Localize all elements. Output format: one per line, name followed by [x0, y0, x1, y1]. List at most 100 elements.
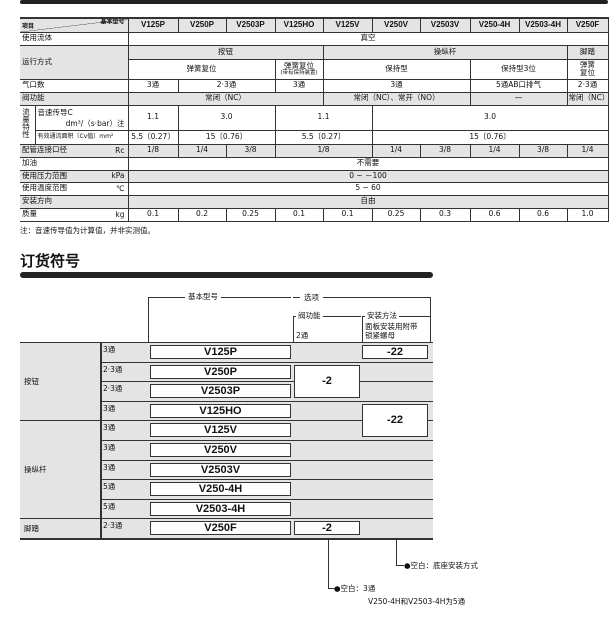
spec-cell: 1/4	[178, 144, 227, 158]
sonic-conductance-label: 音速传导C dm³/（s·bar）注	[35, 105, 129, 131]
spec-cell: 操纵杆	[323, 45, 568, 60]
model-header: V250F	[567, 17, 609, 33]
ports-label: 2·3通	[103, 521, 123, 531]
spec-cell: 0.25	[372, 208, 421, 222]
ports-label: 3通	[103, 462, 116, 472]
spec-cell: 弹簧复位 (带有保持装置)	[275, 59, 324, 80]
spec-row: 使用温度范围 ℃ 5 ~ 60	[20, 182, 609, 196]
model-name: V2503P	[236, 19, 265, 29]
cell-subtext: (带有保持装置)	[280, 70, 318, 77]
spec-cell: 5 ~ 60	[128, 182, 609, 196]
spec-cell: 3/8	[420, 144, 471, 158]
model-name: V250-4H	[478, 19, 511, 29]
cell-text: 操纵杆	[433, 46, 457, 56]
ports-label: 2·3通	[103, 364, 123, 374]
unit-text: kg	[115, 209, 125, 219]
cell-text: 弹簧复位	[284, 60, 315, 70]
cell-text: 1.1	[147, 112, 159, 122]
spec-cell: —	[470, 92, 568, 106]
label-text: 使用温度范围	[22, 183, 67, 193]
spec-cell: 1/8	[128, 144, 179, 158]
spec-cell: 0.1	[128, 208, 179, 222]
callout-line	[328, 588, 335, 589]
model-code-box: V125P	[150, 345, 291, 359]
model-name: V2503-4H	[525, 19, 562, 29]
spec-cell: 常闭（NC）、常开（NO）	[323, 92, 471, 106]
cell-text: 1.0	[581, 209, 594, 219]
cell-text: 1/4	[488, 145, 501, 155]
spec-cell: 0 ~ －100	[128, 170, 609, 183]
spec-cell: 3/8	[226, 144, 276, 158]
option-code-box: -2	[294, 521, 360, 536]
cell-text: 0.25	[242, 209, 259, 219]
model-name: V2503V	[430, 19, 460, 29]
ports-label: 3通	[103, 345, 116, 354]
spec-cell: 15〔0.76〕	[372, 130, 609, 145]
ports-label: 5通	[103, 482, 116, 492]
row-label-ports: 气口数	[20, 79, 129, 93]
spec-cell: 脚踏	[567, 45, 609, 60]
cell-text: 弹簧复位	[186, 63, 217, 73]
mount-method-label: 安装方法	[365, 311, 399, 320]
callout-line	[328, 538, 329, 589]
label-text: 使用流体	[22, 33, 52, 43]
spec-row: 运行方式 按钮 操纵杆 脚踏	[20, 45, 609, 80]
cell-text: 5.5〔0.27〕	[301, 131, 346, 141]
cell-text: 0.1	[341, 209, 354, 219]
callout-line	[396, 538, 397, 566]
label-text: 质量	[22, 209, 37, 219]
row-label-mount: 安装方向	[20, 195, 129, 209]
spec-cell: 1/4	[470, 144, 520, 158]
spec-row: 阀功能 常闭（NC） 常闭（NC）、常开（NO） — 常闭（NC）	[20, 92, 609, 106]
spec-cell: 常闭（NC）	[128, 92, 324, 106]
row-label-temp: 使用温度范围 ℃	[20, 182, 129, 196]
unit-text: ℃	[116, 183, 125, 193]
spec-cell: 5.5〔0.27〕	[128, 130, 179, 145]
row-label-valve: 阀功能	[20, 92, 129, 106]
unit-text: Rc	[115, 145, 125, 155]
model-header: V250-4H	[470, 17, 520, 33]
cell-text: 保持型	[385, 63, 408, 73]
model-name: V250F	[575, 19, 600, 29]
cell-text: 常闭（NC）	[205, 93, 246, 103]
spec-row: 弹簧复位 弹簧复位 (带有保持装置) 保持型 保持型3位 弹簧 复位	[20, 59, 609, 80]
spec-cell: 3/8	[519, 144, 568, 158]
spec-cell: 弹簧 复位	[567, 59, 609, 80]
spec-row: 安装方向 自由	[20, 195, 609, 209]
row-label-pressure: 使用压力范围 kPa	[20, 170, 129, 183]
model-header: V2503-4H	[519, 17, 568, 33]
model-code-box: V125HO	[150, 403, 291, 418]
ports-label: 2·3通	[103, 384, 123, 394]
cell-text: 3/8	[244, 145, 257, 155]
cell-text: 2·3通	[216, 80, 237, 90]
basic-model-label: 基本型号	[185, 292, 221, 301]
spec-cell: 0.2	[178, 208, 227, 222]
model-header: V125P	[128, 17, 179, 33]
model-name: V125HO	[283, 19, 315, 29]
spec-row: 气口数 3通 2·3通 3通 3通 5通AB口排气 2·3通	[20, 79, 609, 93]
cell-text: 常闭（NC）、常开（NO）	[353, 93, 440, 103]
row-label-operation: 运行方式	[20, 45, 129, 80]
model-code-box: V250F	[150, 521, 291, 536]
spec-row: 配管连接口径 Rc 1/8 1/4 3/8 1/8 1/4 3/8 1/4 3/8 1/4	[20, 144, 609, 158]
label-text: 加油	[22, 158, 37, 168]
cell-text: 真空	[360, 33, 376, 43]
model-header: V2503V	[420, 17, 471, 33]
spec-cell: 1.1	[128, 105, 179, 131]
cell-text: 0.1	[293, 209, 305, 219]
category-label: 脚踏	[20, 518, 100, 538]
spec-cell: 1/4	[372, 144, 421, 158]
ports-label: 5通	[103, 501, 116, 511]
cell-text: 0.1	[147, 209, 159, 219]
cell-text: 3通	[146, 80, 160, 90]
model-header: V250V	[372, 17, 421, 33]
header-corner: 项目 基本型号	[20, 17, 129, 33]
model-code-box: V2503-4H	[150, 501, 291, 516]
option-code-box: -22	[362, 345, 428, 359]
model-code-box: V250-4H	[150, 482, 291, 497]
option-code-box: -2	[294, 364, 360, 398]
model-header: V2503P	[226, 17, 276, 33]
model-name: V125V	[335, 19, 360, 29]
callout-line	[396, 565, 404, 566]
cell-text: 常闭（NC）	[568, 93, 609, 103]
